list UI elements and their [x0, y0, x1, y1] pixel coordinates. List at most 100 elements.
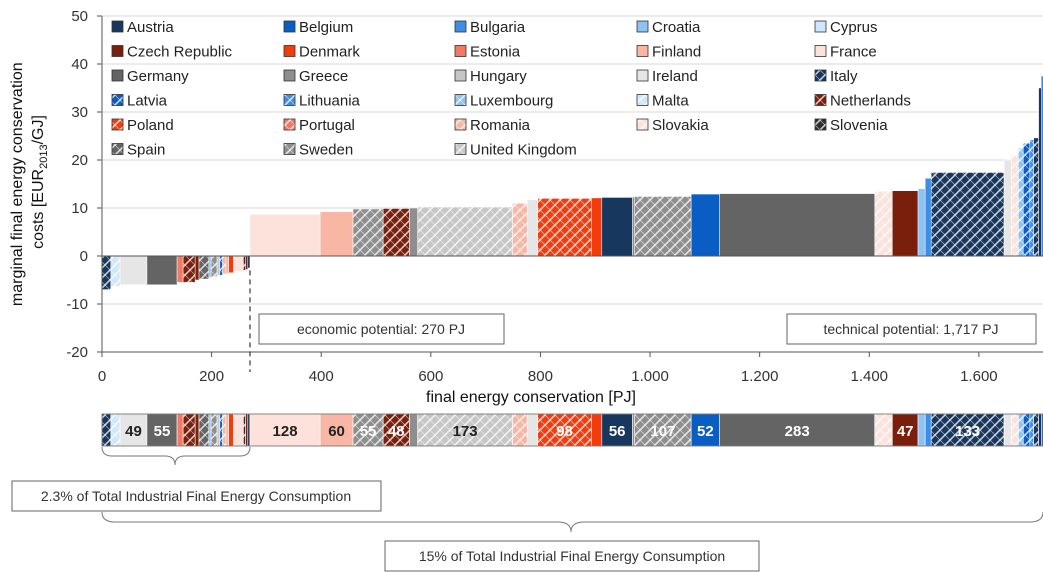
- strip-segment-estonia: [176, 413, 184, 447]
- strip-label: 173: [453, 423, 478, 440]
- legend-label-romania: Romania: [470, 117, 531, 134]
- x-tick-label: 1.600: [960, 368, 998, 385]
- strip-segment-united-kingdom: [417, 413, 513, 447]
- bar-latvia: [219, 255, 223, 276]
- technical-share-box: 15% of Total Industrial Final Energy Con…: [384, 540, 760, 572]
- x-tick-label: 1.400: [850, 368, 888, 385]
- strip-segment-spain: [198, 413, 210, 447]
- economic-potential-box: economic potential: 270 PJ: [258, 313, 505, 345]
- legend-label-latvia: Latvia: [127, 93, 168, 110]
- legend-swatch-croatia: [636, 20, 649, 33]
- economic-share-box: 2.3% of Total Industrial Final Energy Co…: [11, 480, 382, 512]
- strip-segment-netherlands: [182, 413, 196, 447]
- strip-segment-romania: [222, 413, 227, 447]
- bar-italy: [930, 172, 1005, 257]
- legend-label-spain: Spain: [127, 142, 165, 159]
- legend-label-croatia: Croatia: [652, 19, 701, 36]
- bar-austria: [1038, 87, 1042, 257]
- bar-france: [249, 213, 321, 257]
- strip-segment-croatia: [917, 413, 926, 447]
- y-tick-label: 0: [80, 248, 88, 265]
- economic-brace: [101, 446, 251, 466]
- strip-label: 49: [125, 423, 142, 440]
- legend-label-hungary: Hungary: [470, 68, 527, 85]
- legend-label-estonia: Estonia: [470, 44, 521, 61]
- strip-labels: 49 55 128 60 55 48 173 98 56 107 52 283 47 133: [125, 423, 980, 440]
- bar-sweden: [634, 196, 692, 257]
- legend-label-greece: Greece: [299, 68, 348, 85]
- strip-segment-italy: [1033, 413, 1039, 447]
- legend-swatch-slovenia: [814, 118, 827, 131]
- economic-potential-label: economic potential: 270 PJ: [297, 321, 465, 337]
- strip-label: 133: [955, 423, 980, 440]
- strip-segment-belgium: [690, 413, 720, 447]
- bar-united-kingdom: [417, 206, 513, 257]
- strip-border: [101, 413, 1043, 447]
- strip-segment-france: [249, 413, 321, 447]
- y-tick-label: 30: [71, 104, 88, 121]
- legend-label-netherlands: Netherlands: [830, 93, 911, 110]
- legend-label-belgium: Belgium: [299, 19, 353, 36]
- strip-label: 98: [556, 423, 573, 440]
- bar-ireland: [1003, 159, 1012, 257]
- strip-segment-greece: [409, 413, 418, 447]
- strip-segment-austria: [247, 413, 251, 447]
- legend-swatch-malta: [636, 94, 649, 106]
- bar-belgium: [690, 193, 720, 257]
- bar-italy: [101, 255, 112, 290]
- legend-label-sweden: Sweden: [299, 142, 353, 159]
- strip-segment-ireland: [1003, 413, 1012, 447]
- legend-label-luxembourg: Luxembourg: [470, 93, 553, 110]
- bar-finland: [319, 211, 354, 257]
- technical-brace: [101, 511, 1043, 533]
- bar-czech-republic: [245, 255, 249, 270]
- legend-swatch-finland: [636, 45, 649, 57]
- technical-share-label: 15% of Total Industrial Final Energy Con…: [419, 548, 725, 564]
- legend-swatch-bulgaria: [454, 20, 467, 33]
- bar-spain: [198, 255, 210, 280]
- strip-segment-malta: [110, 413, 121, 447]
- bar-croatia: [917, 188, 926, 257]
- y-axis-title: marginal final energy conservation costs…: [9, 58, 50, 306]
- legend-label-denmark: Denmark: [299, 44, 360, 61]
- bar-romania: [512, 202, 528, 257]
- legend-swatch-united-kingdom: [454, 143, 467, 155]
- strip-segment-ireland: [526, 413, 538, 447]
- y-tick-label: -20: [66, 344, 88, 361]
- y-axis-ticks: -20 -10 0 10 20 30 40 50: [66, 8, 102, 361]
- bar-austria: [601, 197, 633, 257]
- cumulative-strip: [101, 413, 1043, 447]
- strip-segment-latvia: [219, 413, 223, 447]
- x-tick-label: 400: [309, 368, 334, 385]
- bar-france: [233, 255, 244, 272]
- strip-segment-czech-republic: [194, 413, 200, 447]
- y-tick-label: -10: [66, 296, 88, 313]
- legend-label-poland: Poland: [127, 117, 174, 134]
- legend-label-italy: Italy: [830, 68, 858, 85]
- bar-greece: [632, 196, 635, 257]
- bar-latvia: [1023, 142, 1031, 257]
- bar-finland: [225, 255, 229, 275]
- technical-potential-label: technical potential: 1,717 PJ: [823, 321, 998, 337]
- x-tick-label: 600: [418, 368, 443, 385]
- legend-swatch-slovakia: [636, 118, 649, 131]
- strip-segment-romania: [512, 413, 528, 447]
- bar-luxembourg: [1018, 147, 1024, 257]
- strip-segment-sweden: [210, 413, 218, 447]
- legend-label-slovakia: Slovakia: [652, 117, 709, 134]
- bar-denmark: [591, 197, 603, 257]
- legend-swatch-hungary: [454, 69, 467, 82]
- legend-label-finland: Finland: [652, 44, 701, 61]
- strip-segment-italy: [930, 413, 1005, 447]
- legend-swatch-greece: [283, 69, 296, 82]
- bar-czech-republic: [194, 255, 200, 281]
- bar-czech-republic: [892, 190, 919, 257]
- strip-segment-luxembourg: [1018, 413, 1024, 447]
- technical-potential-box: technical potential: 1,717 PJ: [786, 313, 1037, 345]
- legend-swatch-austria: [111, 20, 124, 33]
- strip-segment-sweden: [634, 413, 692, 447]
- strip-segment-poland: [537, 413, 592, 447]
- x-tick-label: 200: [199, 368, 224, 385]
- legend-swatch-poland: [111, 118, 124, 131]
- legend-label-france: France: [830, 44, 877, 61]
